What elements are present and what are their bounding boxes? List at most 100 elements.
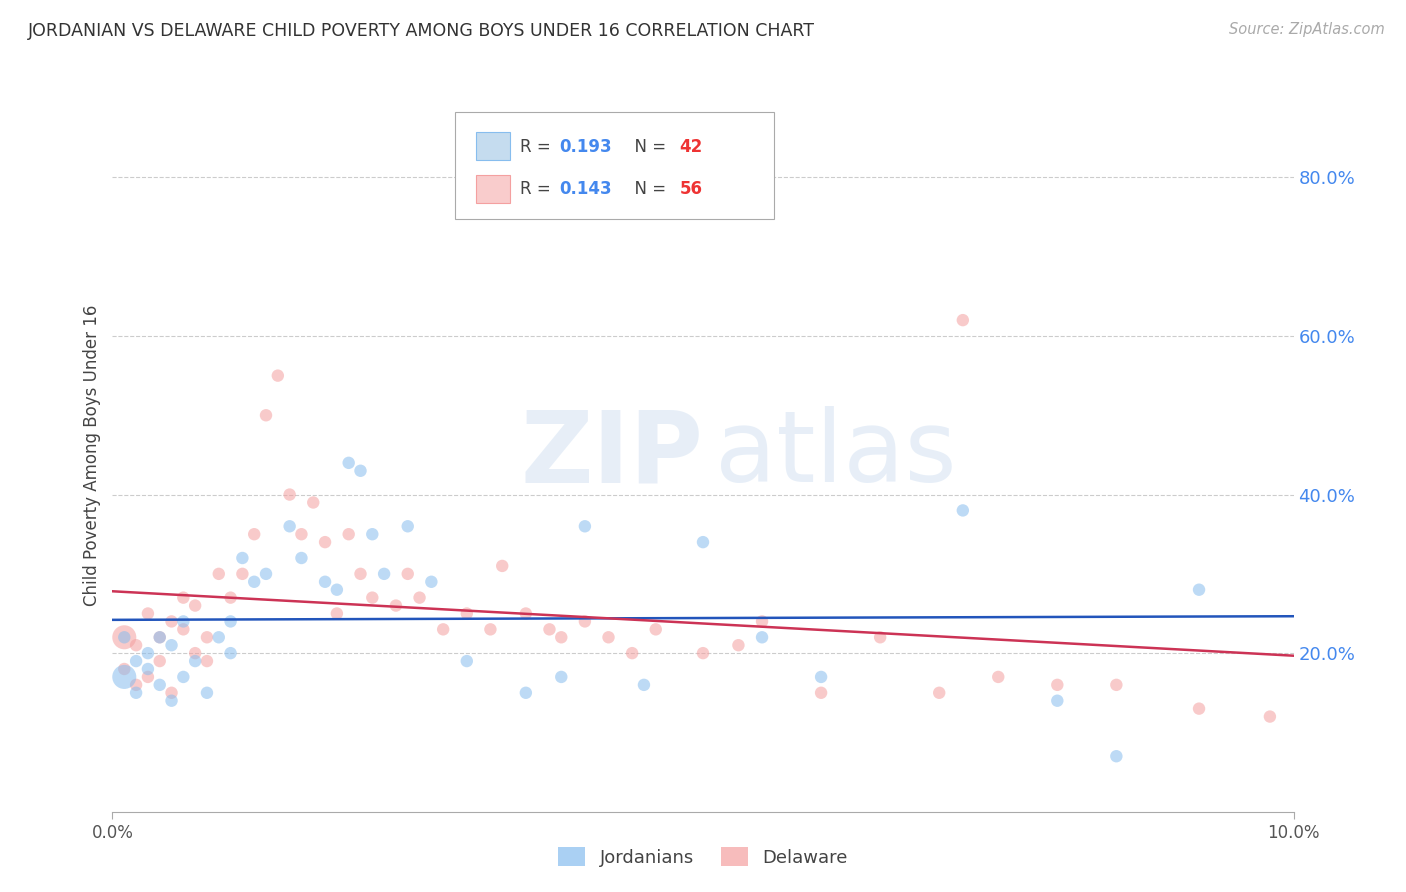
Point xyxy=(278,519,301,533)
Point xyxy=(432,623,454,637)
Point xyxy=(420,574,443,589)
Point xyxy=(125,678,148,692)
Text: R =: R = xyxy=(520,180,555,198)
Point xyxy=(112,630,135,644)
Point xyxy=(125,654,148,668)
Text: 0.143: 0.143 xyxy=(560,180,612,198)
Point xyxy=(136,646,159,660)
Point xyxy=(408,591,430,605)
Point xyxy=(337,527,360,541)
Point xyxy=(538,623,561,637)
Point xyxy=(1046,694,1069,708)
Legend: Jordanians, Delaware: Jordanians, Delaware xyxy=(551,840,855,874)
Point xyxy=(727,638,749,652)
Point xyxy=(456,654,478,668)
Point xyxy=(149,630,172,644)
Point xyxy=(479,623,502,637)
Point xyxy=(172,615,194,629)
Point xyxy=(160,638,183,652)
Point xyxy=(172,670,194,684)
Text: ZIP: ZIP xyxy=(520,407,703,503)
Point xyxy=(267,368,290,383)
Point xyxy=(361,591,384,605)
Point xyxy=(290,551,312,566)
Point xyxy=(1188,582,1211,597)
Point xyxy=(1188,701,1211,715)
Point xyxy=(184,646,207,660)
Point xyxy=(149,678,172,692)
Point xyxy=(219,615,242,629)
Point xyxy=(598,630,620,644)
Point xyxy=(373,566,395,581)
Point xyxy=(278,487,301,501)
Point xyxy=(112,670,135,684)
Point xyxy=(644,623,666,637)
FancyBboxPatch shape xyxy=(477,175,510,203)
Point xyxy=(692,535,714,549)
Text: 42: 42 xyxy=(679,137,703,155)
Point xyxy=(149,654,172,668)
Text: N =: N = xyxy=(624,180,671,198)
Point xyxy=(314,535,336,549)
Point xyxy=(219,646,242,660)
Point xyxy=(751,615,773,629)
Point xyxy=(254,409,277,423)
Point xyxy=(326,607,349,621)
Point xyxy=(231,551,253,566)
Point xyxy=(1105,749,1128,764)
Point xyxy=(751,630,773,644)
Point xyxy=(184,599,207,613)
Point xyxy=(349,566,371,581)
Point xyxy=(692,646,714,660)
Point xyxy=(952,503,974,517)
Point xyxy=(136,670,159,684)
Text: Source: ZipAtlas.com: Source: ZipAtlas.com xyxy=(1229,22,1385,37)
Point xyxy=(515,686,537,700)
Point xyxy=(349,464,371,478)
Point xyxy=(290,527,312,541)
Point xyxy=(243,574,266,589)
Point xyxy=(550,630,572,644)
Point xyxy=(219,591,242,605)
Point xyxy=(574,615,596,629)
Point xyxy=(396,566,419,581)
Point xyxy=(195,686,218,700)
Text: 0.193: 0.193 xyxy=(560,137,612,155)
Point xyxy=(810,670,832,684)
Point xyxy=(515,607,537,621)
Point xyxy=(112,662,135,676)
Point xyxy=(136,662,159,676)
Point xyxy=(231,566,253,581)
Point xyxy=(195,654,218,668)
Point xyxy=(928,686,950,700)
Point xyxy=(149,630,172,644)
Point xyxy=(160,694,183,708)
Point xyxy=(491,558,513,573)
Text: JORDANIAN VS DELAWARE CHILD POVERTY AMONG BOYS UNDER 16 CORRELATION CHART: JORDANIAN VS DELAWARE CHILD POVERTY AMON… xyxy=(28,22,815,40)
Text: 56: 56 xyxy=(679,180,703,198)
Point xyxy=(172,591,194,605)
Point xyxy=(1258,709,1281,723)
Point xyxy=(952,313,974,327)
Point xyxy=(172,623,194,637)
Point xyxy=(195,630,218,644)
Point xyxy=(112,630,135,644)
Point xyxy=(160,686,183,700)
Point xyxy=(208,566,231,581)
Point xyxy=(869,630,891,644)
Text: N =: N = xyxy=(624,137,671,155)
Text: R =: R = xyxy=(520,137,555,155)
Point xyxy=(208,630,231,644)
Point xyxy=(396,519,419,533)
Point xyxy=(184,654,207,668)
Point xyxy=(160,615,183,629)
Point xyxy=(1105,678,1128,692)
Point xyxy=(361,527,384,541)
Point xyxy=(125,638,148,652)
Point xyxy=(243,527,266,541)
FancyBboxPatch shape xyxy=(477,132,510,161)
Point xyxy=(314,574,336,589)
Point xyxy=(254,566,277,581)
Text: atlas: atlas xyxy=(714,407,956,503)
Point xyxy=(550,670,572,684)
